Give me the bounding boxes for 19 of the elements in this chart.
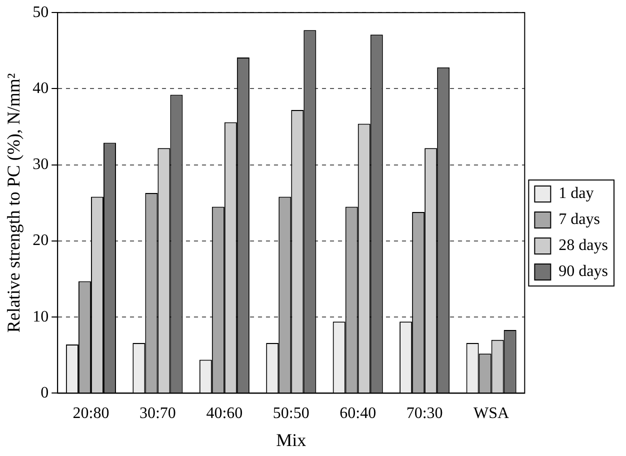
- y-tick-label: 0: [40, 384, 49, 402]
- y-tick-label: 10: [32, 308, 49, 326]
- x-tick-label: 50:50: [272, 405, 310, 422]
- x-tick-label: 20:80: [72, 405, 110, 422]
- x-tick-label: 30:70: [139, 405, 176, 422]
- x-axis-title: Mix: [276, 430, 306, 450]
- legend-label: 7 days: [558, 211, 600, 228]
- y-tick-label: 30: [32, 156, 49, 174]
- legend-label: 90 days: [558, 263, 608, 280]
- legend-label: 1 day: [558, 185, 594, 202]
- x-tick-label: 40:60: [206, 405, 243, 422]
- y-tick-label: 20: [32, 232, 49, 250]
- x-tick-label: 70:30: [406, 405, 443, 422]
- y-tick-label: 40: [32, 80, 49, 97]
- legend-label: 28 days: [558, 237, 608, 254]
- x-tick-label: WSA: [474, 405, 510, 422]
- y-axis-title: Relative strength to PC (%), N/mm²: [4, 73, 24, 333]
- x-tick-label: 60:40: [340, 405, 376, 422]
- y-tick-label: 50: [32, 4, 49, 21]
